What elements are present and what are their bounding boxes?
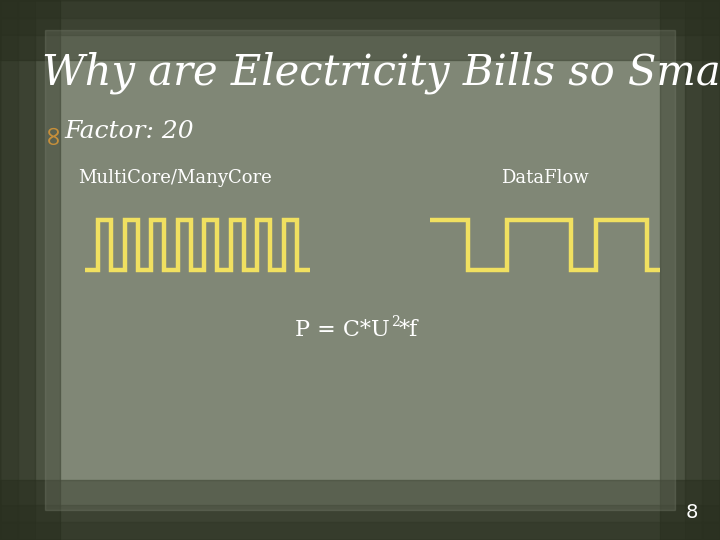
Bar — [685, 0, 720, 540]
Text: Factor: 20: Factor: 20 — [64, 120, 194, 144]
Text: *f: *f — [399, 319, 418, 341]
Text: 8: 8 — [685, 503, 698, 522]
Text: ∞: ∞ — [38, 120, 66, 144]
Text: DataFlow: DataFlow — [501, 169, 589, 187]
Bar — [660, 0, 720, 540]
Bar — [0, 0, 18, 540]
Bar — [0, 0, 35, 540]
Bar — [0, 0, 720, 18]
Bar — [702, 0, 720, 540]
Bar — [45, 30, 675, 510]
Bar — [0, 480, 720, 540]
Text: MultiCore/ManyCore: MultiCore/ManyCore — [78, 169, 272, 187]
Bar — [0, 0, 60, 540]
Text: Why are Electricity Bills so Small?: Why are Electricity Bills so Small? — [42, 52, 720, 94]
Text: 2: 2 — [391, 315, 400, 329]
Bar — [0, 505, 720, 540]
Bar — [0, 0, 720, 60]
Bar — [0, 522, 720, 540]
Bar — [0, 0, 720, 35]
Text: P = C*U: P = C*U — [295, 319, 390, 341]
